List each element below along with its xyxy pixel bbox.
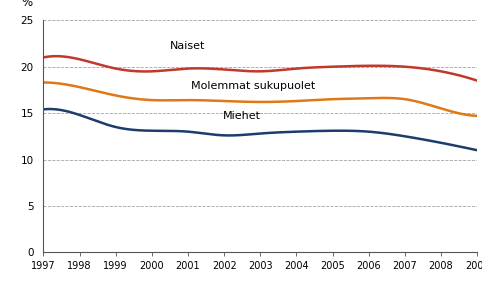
Text: Molemmat sukupuolet: Molemmat sukupuolet	[191, 81, 315, 91]
Text: Miehet: Miehet	[223, 111, 261, 121]
Text: %: %	[22, 0, 33, 9]
Text: Naiset: Naiset	[170, 41, 206, 51]
